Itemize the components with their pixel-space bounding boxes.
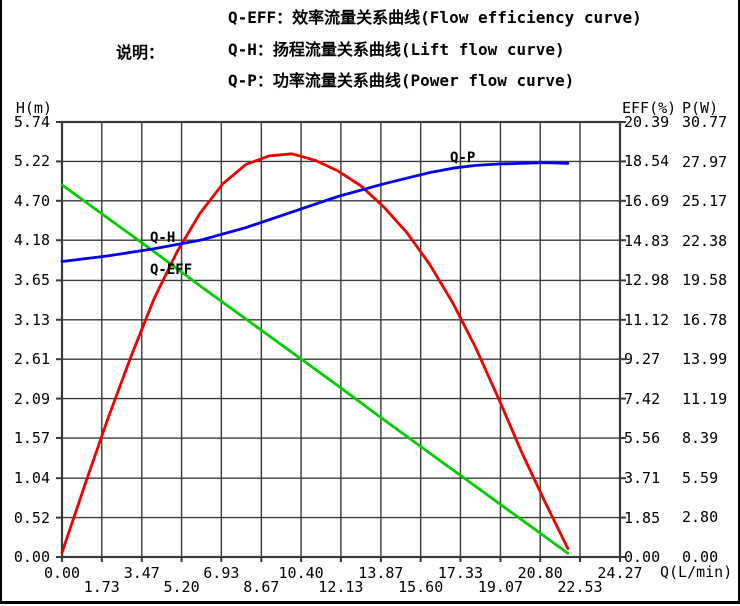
eff-axis-tick: 11.12	[624, 310, 670, 329]
eff-axis-tick: 12.98	[624, 271, 670, 290]
p-axis-tick: 11.19	[682, 389, 728, 408]
eff-axis-tick: 14.83	[624, 231, 670, 250]
h-axis-tick: 4.70	[13, 191, 50, 210]
p-axis-tick: 13.99	[682, 350, 728, 369]
q-axis-tick: 8.67	[243, 578, 280, 596]
eff-axis-tick: 9.27	[624, 350, 661, 369]
p-axis-tick: 27.97	[682, 152, 728, 171]
h-axis-tick: 4.18	[13, 231, 50, 250]
plot-border	[60, 120, 622, 559]
h-axis-tick: 0.00	[13, 548, 50, 566]
eff-axis-tick: 7.42	[624, 389, 661, 408]
eff-axis-tick: 20.39	[624, 113, 670, 131]
q-axis-tick: 15.60	[398, 578, 444, 596]
chart-legend: 说明： Q-EFF：效率流量关系曲线(Flow efficiency curve…	[0, 0, 740, 95]
p-axis-tick: 25.17	[682, 192, 728, 211]
eff-axis-tick: 5.56	[624, 429, 661, 448]
q-axis-tick: 24.27	[597, 564, 643, 582]
curve-q-h	[60, 183, 570, 555]
curve-q-p	[60, 161, 570, 263]
eff-axis-tick: 16.69	[624, 191, 670, 210]
q-axis-tick: 5.20	[163, 578, 200, 596]
legend-line-q-h: Q-H：扬程流量关系曲线(Lift flow curve)	[228, 40, 565, 59]
q-axis-tick: 17.33	[437, 564, 484, 582]
curve-label-q-p: Q-P	[450, 150, 476, 166]
p-axis-tick: 30.77	[682, 113, 728, 131]
q-axis-tick: 0.00	[43, 564, 81, 582]
q-axis-tick: 13.87	[358, 564, 404, 582]
h-axis-tick: 0.52	[13, 508, 50, 527]
h-axis-tick: 5.74	[13, 113, 50, 131]
p-axis-tick: 16.78	[682, 310, 728, 329]
p-axis-tick: 8.39	[682, 429, 719, 448]
p-axis-tick: 19.58	[682, 271, 728, 290]
curve-label-q-h: Q-H	[150, 230, 176, 246]
legend-line-q-eff: Q-EFF：效率流量关系曲线(Flow efficiency curve)	[228, 8, 642, 27]
q-axis-tick: 19.07	[477, 578, 524, 596]
curve-label-q-eff: Q-EFF	[150, 262, 193, 278]
p-axis-tick: 0.00	[682, 548, 719, 566]
curve-q-eff	[60, 152, 570, 555]
p-axis-tick: 5.59	[682, 468, 719, 487]
q-axis-tick: 6.93	[203, 564, 240, 582]
eff-axis-tick: 3.71	[624, 468, 661, 487]
h-axis-tick: 3.65	[13, 271, 50, 290]
legend-intro-label: 说明：	[116, 43, 165, 62]
h-axis-title: H(m)	[15, 99, 52, 117]
q-axis-tick: 12.13	[318, 578, 364, 596]
h-axis-tick: 1.57	[13, 429, 50, 448]
eff-axis-tick: 18.54	[624, 152, 670, 171]
q-axis-tick: 20.80	[517, 564, 563, 582]
q-axis-tick: 3.47	[123, 564, 160, 582]
legend-line-q-p: Q-P：功率流量关系曲线(Power flow curve)	[228, 71, 575, 90]
q-axis-tick: 1.73	[83, 578, 120, 596]
eff-axis-title: EFF(%)	[622, 99, 677, 117]
h-axis-tick: 1.04	[13, 469, 50, 488]
h-axis-tick: 2.61	[13, 350, 50, 369]
eff-axis-tick: 0.00	[624, 548, 661, 566]
eff-axis-tick: 1.85	[624, 508, 661, 527]
q-axis-tick: 22.53	[557, 578, 603, 596]
p-axis-tick: 2.80	[682, 508, 719, 527]
h-axis-tick: 5.22	[13, 152, 50, 171]
q-axis-tick: 10.40	[278, 564, 324, 582]
p-axis-tick: 22.38	[682, 231, 728, 250]
q-axis-title: Q(L/min)	[660, 563, 733, 581]
h-axis-tick: 3.13	[13, 310, 50, 329]
p-axis-title: P(W)	[682, 99, 719, 117]
h-axis-tick: 2.09	[13, 389, 50, 408]
